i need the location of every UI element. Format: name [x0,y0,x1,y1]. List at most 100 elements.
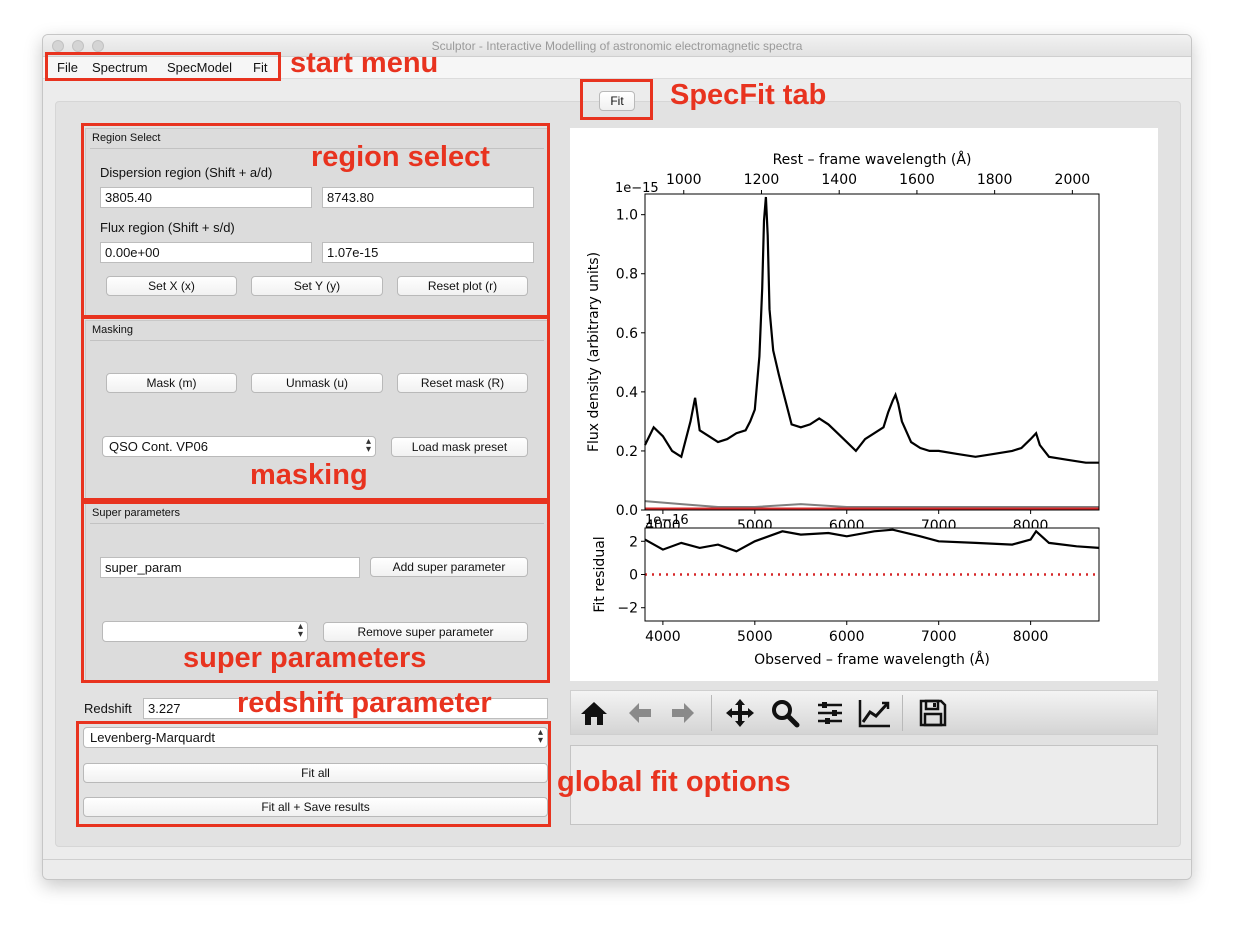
spectrum-plot[interactable]: 0.0 0.2 0.4 0.6 0.8 1.0 4000 5000 6000 7000 8000 10… [570,128,1158,681]
tab-fit[interactable]: Fit [599,91,635,111]
y-tick-label: 0 [629,568,638,584]
pan-icon[interactable] [723,697,757,729]
dispersion-max-field[interactable]: 8743.80 [322,187,534,208]
x-tick-label: 7000 [921,629,957,645]
annotation-super-parameters: super parameters [183,642,427,674]
top-tick-label: 1600 [899,172,935,188]
home-icon[interactable] [577,697,611,729]
residual-line-0 [644,528,1099,553]
masking-title: Masking [92,324,133,336]
menu-bar: File Spectrum SpecModel Fit [43,57,1191,79]
top-tick-label: 1000 [666,172,702,188]
x-tick-label: 5000 [737,629,773,645]
annotation-box-global-fit-options [76,721,551,827]
redshift-label: Redshift [84,701,132,716]
region-select-group: Region Select Dispersion region (Shift +… [85,128,549,316]
menu-file[interactable]: File [57,60,78,75]
y-tick-label: 2 [629,534,638,550]
dispersion-min-field[interactable]: 3805.40 [100,187,312,208]
y-axis-label: Fit residual [592,536,608,612]
annotation-global-fit-options: global fit options [557,766,791,798]
menu-fit[interactable]: Fit [253,60,268,75]
annotation-box-specfit-tab [580,79,653,120]
set-x-button[interactable]: Set X (x) [106,276,237,296]
mask-button[interactable]: Mask (m) [106,373,237,393]
super-parameters-group: Super parameters super_param Add super p… [85,503,549,681]
zoom-icon[interactable] [768,697,802,729]
y-axis-label: Flux density (arbitrary units) [586,252,602,452]
reset-mask-button[interactable]: Reset mask (R) [397,373,528,393]
annotation-box-super-parameters [81,501,550,683]
forward-arrow-icon[interactable] [667,697,701,729]
y-tick-label: 1.0 [616,208,638,224]
y-tick-label: 0.8 [616,267,638,283]
top-tick-label: 1200 [744,172,780,188]
redshift-field[interactable]: 3.227 [143,698,548,719]
fit-all-button[interactable]: Fit all [83,763,548,783]
flux-min-field[interactable]: 0.00e+00 [100,242,312,263]
fit-all-save-button[interactable]: Fit all + Save results [83,797,548,817]
mask-preset-select[interactable]: QSO Cont. VP06 ▴ ▾ [102,436,376,457]
y-offset-label: 1e−15 [615,181,659,196]
y-tick-label: 0.0 [616,503,638,519]
y-tick-label: 0.2 [616,444,638,460]
annotation-start-menu: start menu [290,47,439,79]
back-arrow-icon[interactable] [622,697,656,729]
chevron-updown-icon: ▴ ▾ [297,621,303,640]
group-divider [90,148,544,149]
masking-group: Masking Mask (m) Unmask (u) Reset mask (… [85,320,549,500]
unmask-button[interactable]: Unmask (u) [251,373,383,393]
configure-subplots-icon[interactable] [813,697,847,729]
fit-method-value: Levenberg-Marquardt [90,730,216,745]
y-tick-label: −2 [617,601,638,617]
annotation-box-start-menu [45,52,281,81]
save-icon[interactable] [916,697,950,729]
window-title: Sculptor - Interactive Modelling of astr… [431,39,803,53]
dispersion-region-label: Dispersion region (Shift + a/d) [100,165,273,180]
residual-axes: −2 0 2 4000 5000 6000 7000 8000 1e−16 Observed – … [592,513,1100,668]
chevron-updown-icon: ▴ ▾ [365,436,371,455]
annotation-region-select: region select [311,141,490,173]
message-area [570,745,1158,825]
annotation-redshift-parameter: redshift parameter [237,687,492,719]
zoom-window-icon[interactable] [92,40,104,52]
y-tick-label: 0.6 [616,326,638,342]
plot-toolbar [570,690,1158,735]
edit-axis-icon[interactable] [858,697,892,729]
series-line-0 [644,196,1099,464]
flux-region-label: Flux region (Shift + s/d) [100,220,235,235]
mask-preset-value: QSO Cont. VP06 [109,439,208,454]
annotation-specfit-tab: SpecFit tab [670,79,827,111]
super-param-name-field[interactable]: super_param [100,557,360,578]
toolbar-separator [711,695,712,731]
super-parameters-title: Super parameters [92,507,181,519]
flux-max-field[interactable]: 1.07e-15 [322,242,534,263]
x-tick-label: 6000 [829,629,865,645]
x-axis-label: Observed – frame wavelength (Å) [754,651,990,668]
title-bar: Sculptor - Interactive Modelling of astr… [43,35,1191,57]
x-tick-label: 4000 [645,629,681,645]
top-tick-label: 2000 [1055,172,1091,188]
toolbar-separator [902,695,903,731]
close-window-icon[interactable] [52,40,64,52]
annotation-box-masking [81,316,550,501]
menu-specmodel[interactable]: SpecModel [167,60,233,75]
x-tick-label: 8000 [1013,629,1049,645]
remove-super-parameter-button[interactable]: Remove super parameter [323,622,528,642]
status-bar [43,859,1191,879]
top-axis-label: Rest – frame wavelength (Å) [773,151,972,168]
chevron-updown-icon: ▴ ▾ [537,727,543,746]
minimize-window-icon[interactable] [72,40,84,52]
menu-spectrum[interactable]: Spectrum [92,60,148,75]
load-mask-preset-button[interactable]: Load mask preset [391,437,528,457]
reset-plot-button[interactable]: Reset plot (r) [397,276,528,296]
series-line-1 [644,500,1099,508]
top-tick-label: 1800 [977,172,1013,188]
super-param-select[interactable]: ▴ ▾ [102,621,308,642]
annotation-masking: masking [250,459,368,491]
add-super-parameter-button[interactable]: Add super parameter [370,557,528,577]
fit-method-select[interactable]: Levenberg-Marquardt ▴ ▾ [83,727,548,748]
plot-background [645,194,1099,510]
set-y-button[interactable]: Set Y (y) [251,276,383,296]
plot-canvas[interactable]: 0.0 0.2 0.4 0.6 0.8 1.0 4000 5000 6000 7000 8000 10… [570,128,1158,681]
